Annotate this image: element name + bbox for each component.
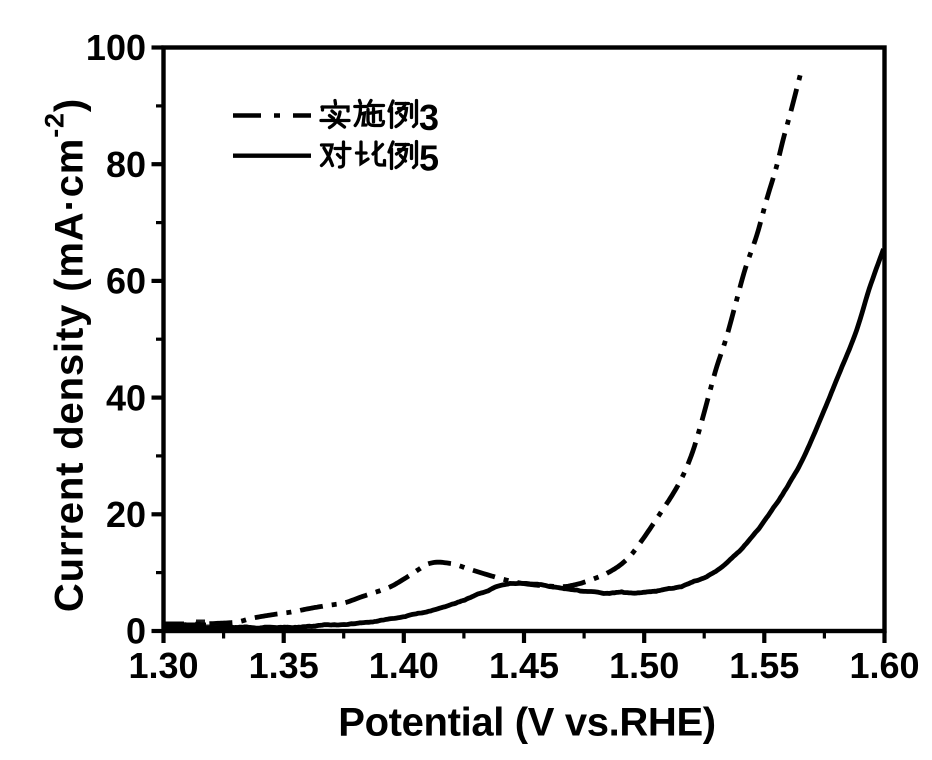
- svg-text:Current density (mA·cm-2): Current density (mA·cm-2): [40, 98, 92, 612]
- svg-text:3: 3: [419, 97, 439, 138]
- svg-text:1.55: 1.55: [729, 645, 799, 686]
- svg-text:1.40: 1.40: [369, 645, 439, 686]
- svg-text:1.60: 1.60: [849, 645, 919, 686]
- svg-text:1.45: 1.45: [489, 645, 559, 686]
- svg-text:100: 100: [86, 27, 146, 68]
- svg-text:60: 60: [106, 261, 146, 302]
- svg-text:1.50: 1.50: [609, 645, 679, 686]
- svg-text:0: 0: [126, 611, 146, 652]
- svg-text:1.35: 1.35: [249, 645, 319, 686]
- svg-text:Potential (V vs.RHE): Potential (V vs.RHE): [338, 701, 716, 745]
- svg-text:20: 20: [106, 494, 146, 535]
- svg-text:80: 80: [106, 144, 146, 185]
- svg-text:1.30: 1.30: [128, 645, 198, 686]
- svg-text:5: 5: [419, 138, 439, 179]
- svg-text:40: 40: [106, 377, 146, 418]
